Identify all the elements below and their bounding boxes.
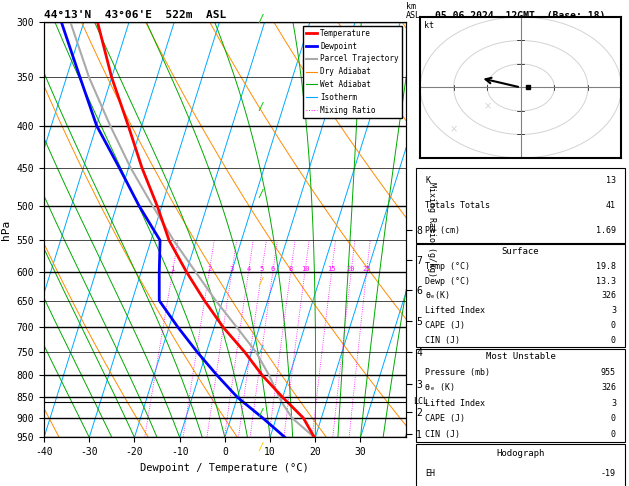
Text: /: /	[258, 15, 264, 24]
Text: /: /	[258, 102, 264, 112]
Text: CAPE (J): CAPE (J)	[425, 321, 465, 330]
Text: K: K	[425, 176, 430, 185]
Bar	[416, 168, 625, 243]
Text: Hodograph: Hodograph	[496, 449, 545, 458]
Text: 44°13'N  43°06'E  522m  ASL: 44°13'N 43°06'E 522m ASL	[44, 10, 226, 20]
Text: ×: ×	[450, 125, 458, 135]
Text: θₑ(K): θₑ(K)	[425, 292, 450, 300]
Text: EH: EH	[425, 469, 435, 478]
Text: Lifted Index: Lifted Index	[425, 306, 485, 315]
Text: km
ASL: km ASL	[406, 2, 421, 20]
Text: CIN (J): CIN (J)	[425, 336, 460, 345]
Text: 2: 2	[207, 266, 211, 272]
Text: /: /	[258, 190, 264, 199]
Text: Dewp (°C): Dewp (°C)	[425, 277, 470, 286]
Text: 25: 25	[362, 266, 371, 272]
Bar	[416, 349, 625, 442]
Text: 3: 3	[230, 266, 234, 272]
Text: 05.06.2024  12GMT  (Base: 18): 05.06.2024 12GMT (Base: 18)	[435, 11, 606, 21]
Text: 1.69: 1.69	[596, 226, 616, 235]
Text: PW (cm): PW (cm)	[425, 226, 460, 235]
Text: /: /	[258, 345, 264, 355]
Text: /: /	[258, 277, 264, 287]
Text: 0: 0	[611, 321, 616, 330]
Text: 5: 5	[260, 266, 264, 272]
Y-axis label: hPa: hPa	[1, 220, 11, 240]
Text: 1: 1	[170, 266, 175, 272]
Text: 326: 326	[601, 292, 616, 300]
Text: 13: 13	[606, 176, 616, 185]
Text: kt: kt	[424, 21, 434, 30]
Text: 20: 20	[347, 266, 355, 272]
Text: 6: 6	[270, 266, 275, 272]
Text: 15: 15	[327, 266, 336, 272]
Y-axis label: Mixing Ratio (g/kg): Mixing Ratio (g/kg)	[427, 182, 436, 277]
Text: 0: 0	[611, 415, 616, 423]
Text: ×: ×	[483, 101, 491, 111]
Text: Pressure (mb): Pressure (mb)	[425, 368, 490, 377]
Text: LCL: LCL	[413, 397, 428, 406]
Text: θₑ (K): θₑ (K)	[425, 383, 455, 392]
X-axis label: Dewpoint / Temperature (°C): Dewpoint / Temperature (°C)	[140, 463, 309, 473]
Text: 0: 0	[611, 430, 616, 439]
Text: 0: 0	[611, 336, 616, 345]
Text: 19.8: 19.8	[596, 262, 616, 271]
Text: 8: 8	[289, 266, 293, 272]
Text: Surface: Surface	[502, 247, 539, 256]
Text: /: /	[258, 442, 264, 452]
Text: Totals Totals: Totals Totals	[425, 201, 490, 210]
Text: 41: 41	[606, 201, 616, 210]
Text: Lifted Index: Lifted Index	[425, 399, 485, 408]
Text: Temp (°C): Temp (°C)	[425, 262, 470, 271]
Text: CIN (J): CIN (J)	[425, 430, 460, 439]
Text: Most Unstable: Most Unstable	[486, 352, 555, 361]
Bar	[416, 444, 625, 486]
Text: 10: 10	[301, 266, 309, 272]
Text: CAPE (J): CAPE (J)	[425, 415, 465, 423]
Legend: Temperature, Dewpoint, Parcel Trajectory, Dry Adiabat, Wet Adiabat, Isotherm, Mi: Temperature, Dewpoint, Parcel Trajectory…	[303, 26, 402, 118]
Bar	[416, 244, 625, 347]
Text: 3: 3	[611, 399, 616, 408]
Text: 4: 4	[247, 266, 250, 272]
Text: 3: 3	[611, 306, 616, 315]
Text: 955: 955	[601, 368, 616, 377]
Text: 13.3: 13.3	[596, 277, 616, 286]
Text: -19: -19	[601, 469, 616, 478]
Text: /: /	[258, 408, 264, 418]
Text: 326: 326	[601, 383, 616, 392]
